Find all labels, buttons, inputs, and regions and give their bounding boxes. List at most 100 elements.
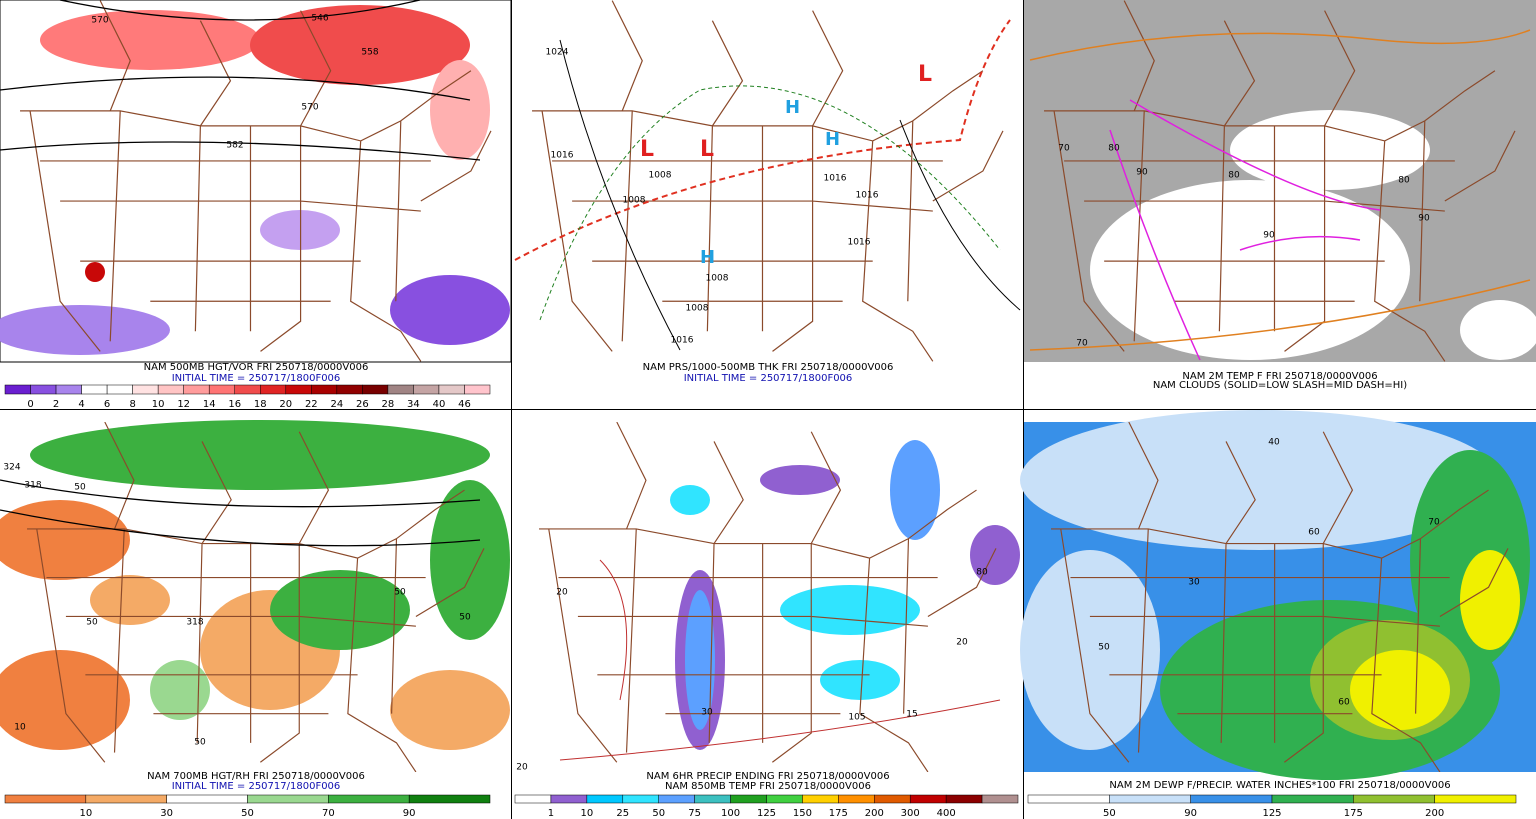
contour-label: 30 — [701, 708, 713, 718]
colorbar-swatch — [622, 794, 659, 804]
contour-label: 1008 — [686, 304, 709, 314]
colorbar-label: 50 — [241, 808, 254, 819]
contour-label: 60 — [1308, 528, 1320, 538]
colorbar-swatch — [311, 384, 338, 395]
colorbar-swatch — [874, 794, 911, 804]
map-precip — [512, 422, 1023, 772]
colorbar-label: 90 — [403, 808, 416, 819]
contour-label: 50 — [459, 613, 471, 623]
colorbar-swatch — [1271, 794, 1354, 804]
contour-label: 60 — [1338, 698, 1350, 708]
colorbar-swatch — [730, 794, 767, 804]
contour-label: 70 — [1428, 518, 1440, 528]
contour-label: 50 — [74, 483, 86, 493]
contour-label: 1016 — [671, 336, 694, 346]
contour-label: 546 — [311, 14, 328, 24]
colorbar-swatch — [1027, 794, 1110, 804]
contour-label: 1024 — [546, 48, 569, 58]
svg-text:L: L — [700, 137, 714, 162]
colorbar-label: 70 — [322, 808, 335, 819]
caption: INITIAL TIME = 250717/1800F006 — [172, 781, 341, 792]
colorbar-swatch — [1109, 794, 1191, 804]
caption: NAM 2M DEWP F/PRECIP. WATER INCHES*100 F… — [1109, 780, 1450, 791]
contour-label: 570 — [91, 16, 108, 26]
colorbar-swatch — [408, 794, 491, 804]
contour-label: 20 — [556, 588, 568, 598]
colorbar-label: 34 — [407, 399, 420, 410]
annotations: NAM 500MB HGT/VOR FRI 250718/0000V006INI… — [3, 14, 1517, 819]
colorbar-label: 24 — [330, 399, 343, 410]
colorbar-swatch — [4, 794, 87, 804]
colorbar-label: 50 — [652, 808, 665, 819]
contour-label: 20 — [516, 763, 528, 773]
contour-label: 50 — [86, 618, 98, 628]
colorbar-label: 6 — [104, 399, 110, 410]
colorbar-label: 400 — [937, 808, 956, 819]
colorbar-label: 2 — [53, 399, 59, 410]
colorbar-swatch — [81, 384, 108, 395]
caption: NAM PRS/1000-500MB THK FRI 250718/0000V0… — [643, 362, 894, 373]
colorbar-swatch — [106, 384, 133, 395]
contour-label: 90 — [1136, 168, 1148, 178]
contour-label: 50 — [1098, 643, 1110, 653]
colorbar-swatch — [909, 794, 947, 804]
colorbar-swatch — [166, 794, 248, 804]
colorbar-label: 20 — [279, 399, 292, 410]
colorbar-swatch — [550, 794, 588, 804]
colorbar-label: 25 — [616, 808, 629, 819]
colorbar-label: 10 — [79, 808, 92, 819]
contour-label: 15 — [906, 710, 917, 720]
colorbar-label: 10 — [580, 808, 593, 819]
colorbar-label: 0 — [27, 399, 33, 410]
colorbar-swatch — [1353, 794, 1435, 804]
map-pressure: L L L H H H — [512, 0, 1023, 362]
contour-label: 318 — [24, 481, 41, 491]
contour-label: 582 — [226, 141, 243, 151]
colorbar-swatch — [183, 384, 210, 395]
svg-text:H: H — [825, 129, 840, 150]
colorbar-swatch — [945, 794, 983, 804]
colorbar-swatch — [464, 384, 491, 395]
colorbar-swatch — [413, 384, 440, 395]
contour-label: 105 — [848, 713, 865, 723]
contour-label: 50 — [194, 738, 206, 748]
colorbar-label: 100 — [721, 808, 740, 819]
colorbar-swatch — [285, 384, 312, 395]
colorbar-swatch — [157, 384, 184, 395]
colorbar-label: 46 — [458, 399, 471, 410]
contour-label: 1016 — [848, 238, 871, 248]
colorbar-label: 125 — [757, 808, 776, 819]
colorbar-swatch — [260, 384, 287, 395]
contour-label: 318 — [186, 618, 203, 628]
contour-label: 10 — [14, 723, 26, 733]
contour-label: 1016 — [824, 174, 847, 184]
caption: INITIAL TIME = 250717/1800F006 — [172, 373, 341, 384]
svg-text:H: H — [785, 97, 800, 118]
colorbar-swatch — [362, 384, 389, 395]
caption: NAM 500MB HGT/VOR FRI 250718/0000V006 — [144, 362, 369, 373]
colorbar-swatch — [85, 794, 167, 804]
caption: NAM 2M TEMP F FRI 250718/0000V006 — [1182, 371, 1377, 382]
caption: INITIAL TIME = 250717/1800F006 — [684, 373, 853, 384]
contour-label: 570 — [301, 103, 318, 113]
colorbar-swatch — [30, 384, 57, 395]
colorbar-swatch — [132, 384, 159, 395]
colorbar-label: 175 — [829, 808, 848, 819]
colorbar-label: 1 — [548, 808, 554, 819]
colorbar-swatch — [234, 384, 261, 395]
colorbar-swatch — [247, 794, 329, 804]
colorbar-swatch — [766, 794, 803, 804]
contour-label: 1016 — [856, 191, 879, 201]
colorbar-swatch — [1190, 794, 1273, 804]
contour-label: 90 — [1263, 231, 1275, 241]
colorbar-swatch — [1434, 794, 1517, 804]
colorbar-label: 75 — [688, 808, 701, 819]
colorbar-swatch — [55, 384, 82, 395]
colorbar-label: 90 — [1184, 808, 1197, 819]
contour-label: 80 — [976, 568, 988, 578]
colorbar-swatch — [208, 384, 235, 395]
colorbar-label: 8 — [129, 399, 135, 410]
colorbar-swatch — [328, 794, 410, 804]
colorbar-label: 300 — [901, 808, 920, 819]
